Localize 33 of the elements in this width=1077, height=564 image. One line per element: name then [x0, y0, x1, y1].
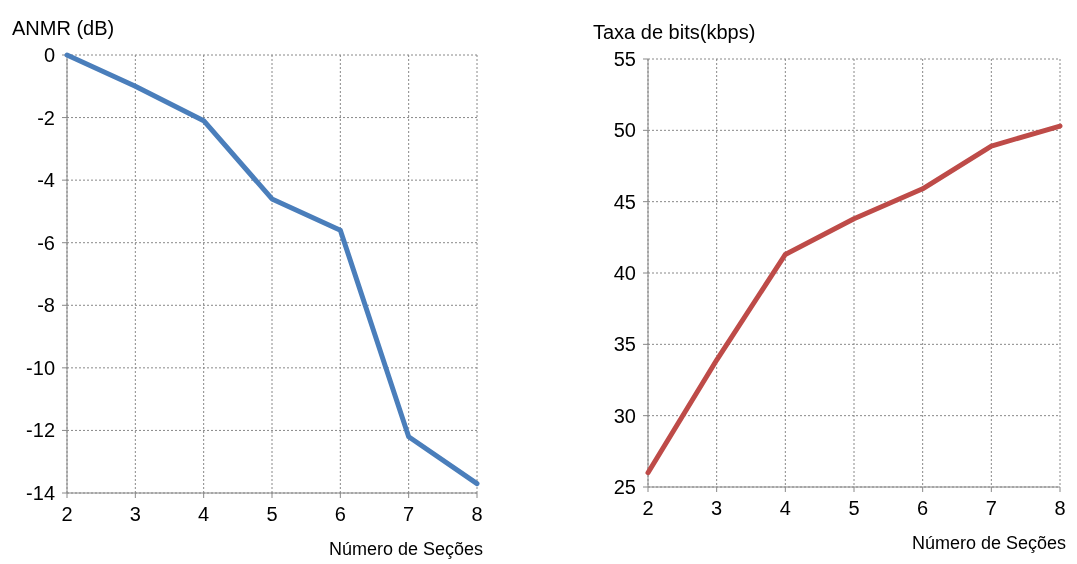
y-axis-title: Taxa de bits(kbps): [593, 21, 756, 43]
y-tick-label: 40: [613, 262, 636, 284]
y-tick-label: -14: [26, 482, 55, 504]
y-tick-label: 55: [613, 48, 636, 70]
y-tick-label: -8: [37, 294, 55, 317]
y-tick-label: -2: [37, 106, 55, 129]
y-tick-label: -6: [37, 231, 55, 254]
x-tick-label: 4: [198, 503, 210, 525]
y-tick-label: -12: [26, 419, 55, 442]
x-tick-label: 6: [334, 503, 346, 525]
y-tick-label: 0: [43, 44, 55, 66]
x-tick-label: 7: [403, 503, 415, 525]
x-tick-label: 2: [642, 497, 654, 519]
y-tick-label: 30: [613, 404, 636, 427]
y-tick-label: -10: [26, 356, 55, 379]
x-axis-title: Número de Seções: [328, 539, 483, 559]
x-axis-title: Número de Seções: [911, 533, 1066, 553]
y-tick-label: -4: [37, 169, 55, 192]
x-tick-label: 8: [1054, 497, 1066, 519]
x-tick-label: 7: [985, 497, 997, 519]
x-tick-label: 5: [266, 503, 278, 525]
y-axis-title: ANMR (dB): [12, 17, 115, 39]
x-tick-label: 6: [917, 497, 929, 519]
x-tick-label: 8: [471, 503, 483, 525]
x-tick-label: 5: [848, 497, 860, 519]
y-tick-label: 35: [613, 333, 636, 356]
y-tick-label: 50: [613, 119, 636, 142]
y-tick-label: 25: [613, 476, 636, 498]
x-tick-label: 2: [61, 503, 73, 525]
x-tick-label: 3: [711, 497, 723, 519]
y-tick-label: 45: [613, 190, 636, 213]
x-tick-label: 4: [779, 497, 791, 519]
x-tick-label: 3: [129, 503, 141, 525]
